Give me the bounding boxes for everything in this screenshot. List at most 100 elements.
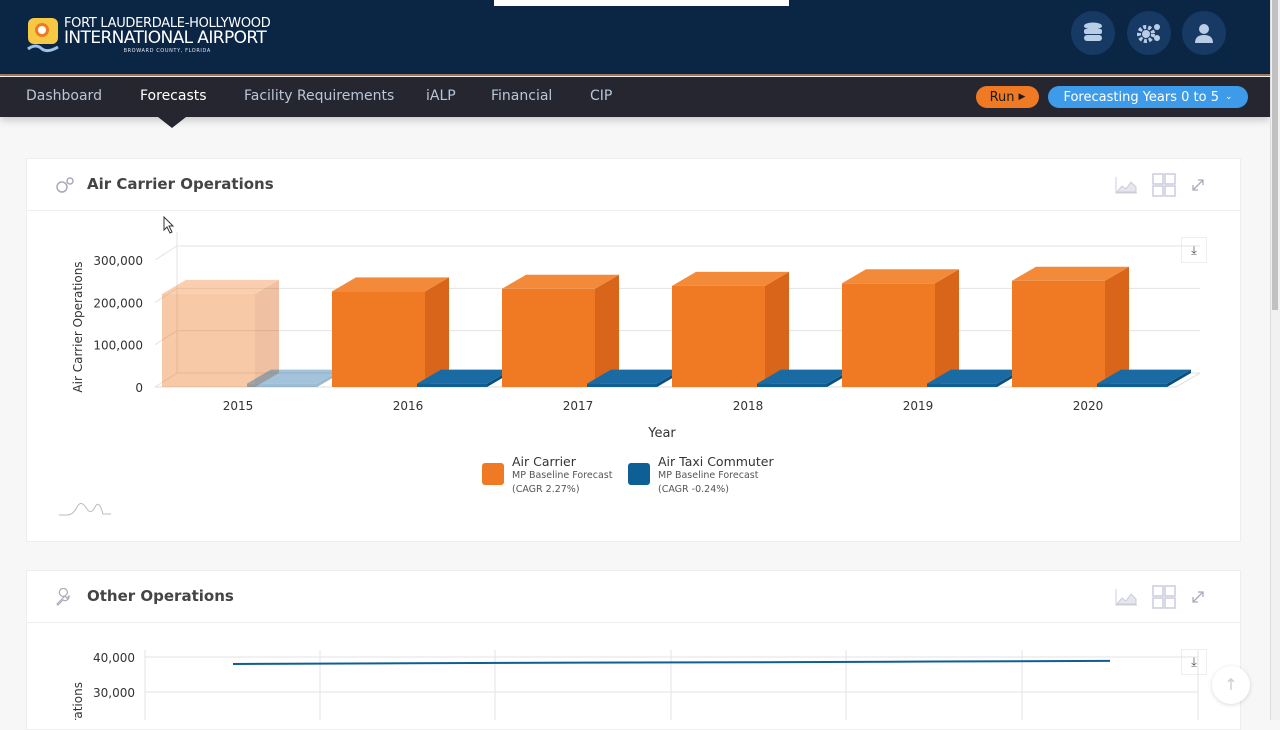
bar-top: [1012, 266, 1129, 281]
bar-top: [162, 279, 279, 294]
wrench-icon: [56, 588, 70, 606]
bar-front: [162, 293, 255, 387]
gridline-depth: [154, 245, 178, 261]
legend-label: Air Taxi Commuter: [658, 454, 774, 469]
panel-title: Air Carrier Operations: [87, 175, 274, 193]
expand-icon[interactable]: [1190, 589, 1206, 605]
run-button[interactable]: Run ▶: [976, 86, 1039, 108]
forecast-years-select[interactable]: Forecasting Years 0 to 5 ⌄: [1048, 86, 1248, 108]
bar-top: [842, 269, 959, 284]
gears-icon: [1137, 24, 1160, 43]
top-header: FORT LAUDERDALE-HOLLYWOOD INTERNATIONAL …: [0, 0, 1270, 76]
bar-front: [587, 383, 657, 387]
bar-side: [425, 277, 449, 387]
settings-button[interactable]: [1127, 11, 1171, 55]
gears-icon: [56, 177, 74, 193]
nav-forecasts[interactable]: Forecasts: [140, 88, 207, 104]
arrow-up-icon: ↑: [1224, 675, 1238, 694]
bar-front: [417, 383, 487, 387]
air-taxi-bar: [1097, 369, 1191, 387]
scrollbar[interactable]: [1270, 0, 1280, 720]
bar-side: [595, 274, 619, 387]
overlay-box: [494, 0, 789, 6]
panel-title: Other Operations: [87, 587, 234, 605]
download-button[interactable]: ⤓: [1181, 649, 1207, 675]
user-button[interactable]: [1182, 11, 1226, 55]
bar-front: [757, 383, 827, 387]
x-tick-label: 2019: [903, 399, 934, 413]
legend-swatch: [628, 463, 650, 485]
gridline-depth: [154, 330, 178, 346]
grid-icon[interactable]: [1152, 585, 1176, 609]
x-tick-label: 2015: [223, 399, 254, 413]
nav-financial[interactable]: Financial: [491, 88, 553, 104]
nav-cip[interactable]: CIP: [590, 88, 613, 104]
air-carrier-bar: [332, 277, 449, 387]
area-chart-icon[interactable]: [1114, 587, 1138, 607]
bar-top: [247, 369, 341, 384]
x-tick-label: 2017: [563, 399, 594, 413]
air-carrier-bar: [502, 274, 619, 387]
run-label: Run: [989, 89, 1015, 105]
bar-front: [332, 291, 425, 387]
air-carrier-bar: [842, 269, 959, 387]
download-button[interactable]: ⤓: [1181, 237, 1207, 263]
nav-facility-requirements[interactable]: Facility Requirements: [244, 88, 395, 104]
active-nav-caret: [158, 117, 186, 128]
y-tick-label: 0: [135, 381, 143, 395]
chevron-down-icon: ⌄: [1224, 92, 1233, 102]
x-tick-label: 2016: [393, 399, 424, 413]
bar-side: [1105, 266, 1129, 387]
bar-top: [332, 277, 449, 292]
x-axis-title: Year: [647, 426, 676, 441]
bar-front: [842, 283, 935, 387]
legend-label: Air Carrier: [512, 454, 576, 469]
logo-line2: INTERNATIONAL AIRPORT: [64, 27, 267, 48]
air-carrier-bar: [672, 271, 789, 387]
y-tick-label: 200,000: [93, 296, 143, 310]
nav-dashboard[interactable]: Dashboard: [26, 88, 102, 104]
area-chart-icon[interactable]: [1114, 175, 1138, 195]
air-carrier-bar: [1012, 266, 1129, 387]
legend-note: (CAGR 2.27%): [512, 484, 580, 495]
logo-line1: FORT LAUDERDALE-HOLLYWOOD: [64, 15, 271, 31]
forecast-years-label: Forecasting Years 0 to 5: [1063, 89, 1219, 105]
play-icon: ▶: [1018, 92, 1026, 102]
airport-logo[interactable]: FORT LAUDERDALE-HOLLYWOOD INTERNATIONAL …: [26, 15, 271, 54]
legend-air-carrier[interactable]: Air Carrier MP Baseline Forecast (CAGR 2.2…: [482, 454, 612, 497]
bar-top: [1097, 369, 1191, 384]
scroll-to-top-button[interactable]: ↑: [1212, 666, 1250, 704]
bar-side: [935, 269, 959, 387]
mouse-cursor-icon: [163, 216, 175, 234]
scrollbar-thumb[interactable]: [1272, 0, 1278, 310]
x-tick-label: 2018: [733, 399, 764, 413]
bar-top: [927, 369, 1021, 384]
sparkline-icon[interactable]: [58, 502, 112, 518]
legend-air-taxi[interactable]: Air Taxi Commuter MP Baseline Forecast (CA…: [628, 454, 774, 497]
bar-front: [247, 383, 317, 387]
bar-side: [255, 279, 279, 387]
bar-top: [587, 369, 681, 384]
download-icon: ⤓: [1191, 654, 1197, 670]
expand-icon[interactable]: [1190, 177, 1206, 193]
y-axis-title: Air Carrier Operations: [71, 261, 85, 392]
bar-front: [672, 285, 765, 387]
floor: [155, 372, 1201, 388]
logo-line3: BROWARD COUNTY, FLORIDA: [123, 47, 211, 54]
bar-front: [1097, 383, 1167, 387]
nav-ialp[interactable]: iALP: [426, 88, 456, 104]
bar-top: [757, 369, 851, 384]
bar-front: [1012, 280, 1105, 387]
sun-logo-icon: [27, 18, 59, 53]
download-icon: ⤓: [1191, 242, 1197, 258]
other-operations-panel: Other Operations ⤓: [26, 570, 1241, 730]
database-icon: [1084, 22, 1102, 41]
y-tick-label: 300,000: [93, 254, 143, 268]
gridline-depth: [154, 287, 178, 303]
database-button[interactable]: [1071, 11, 1115, 55]
legend-subtitle: MP Baseline Forecast: [512, 470, 613, 481]
grid-icon[interactable]: [1152, 173, 1176, 197]
air-carrier-bar: [162, 279, 279, 387]
bar-side: [1167, 369, 1191, 387]
air-carrier-chart: 0 100,000 200,000 300,000 2015 2016 2017 2018 20…: [71, 232, 1201, 441]
